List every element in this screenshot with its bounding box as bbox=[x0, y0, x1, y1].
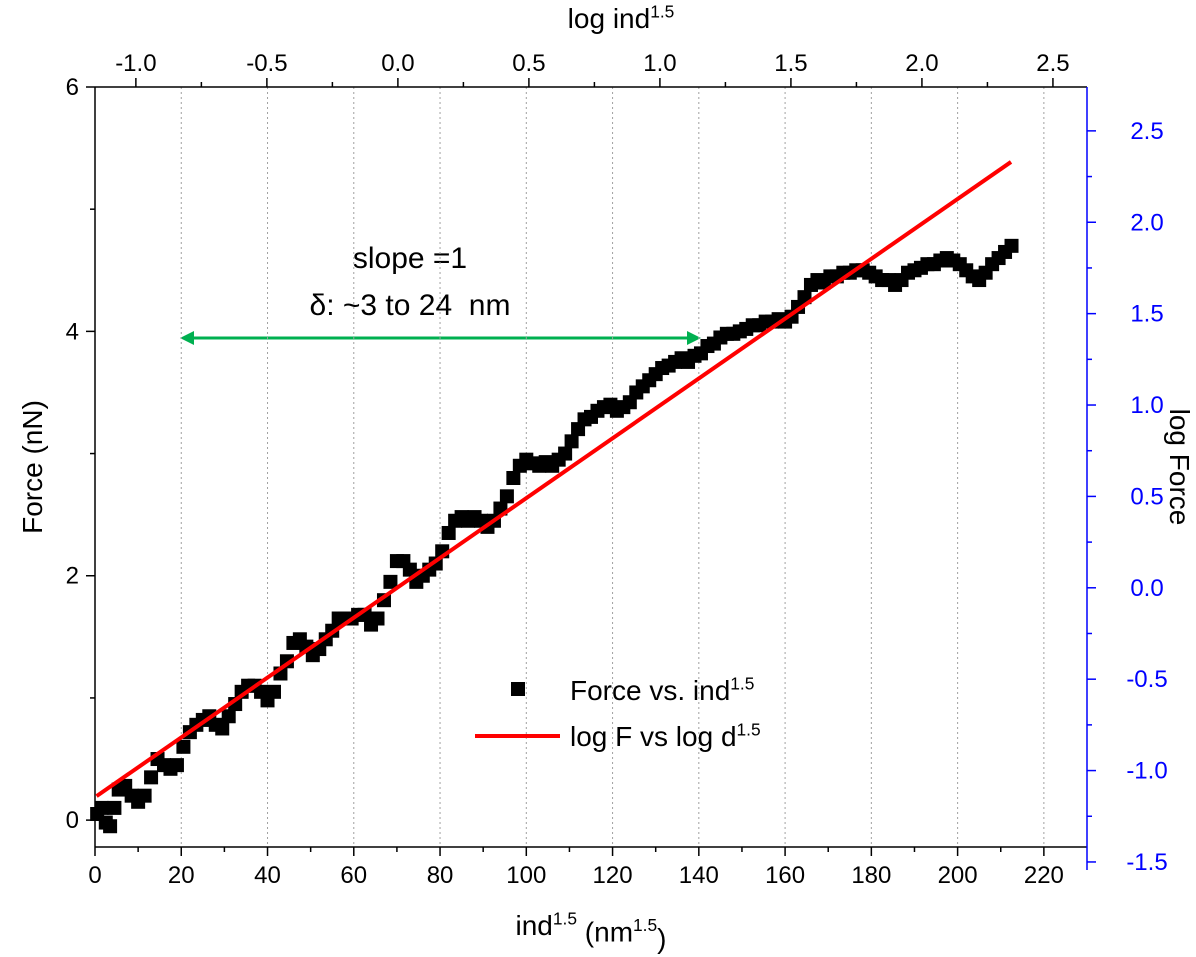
text-part: log F vs log d bbox=[570, 721, 737, 752]
fit-line bbox=[95, 160, 1013, 798]
data-point bbox=[94, 800, 109, 815]
data-point bbox=[402, 562, 417, 577]
x2-tick-label: 1.5 bbox=[774, 50, 807, 77]
y2-tick-label: -0.5 bbox=[1126, 666, 1167, 693]
data-point bbox=[103, 819, 118, 834]
x2-tick-label: 0.5 bbox=[512, 50, 545, 77]
data-point bbox=[107, 800, 122, 815]
y2-tick-label: 2.0 bbox=[1130, 209, 1163, 236]
x-tick-label: 140 bbox=[679, 862, 719, 889]
y2-tick-label: -1.0 bbox=[1126, 758, 1167, 785]
text-part: log ind bbox=[568, 3, 651, 34]
y2-tick-label: 1.0 bbox=[1130, 392, 1163, 419]
data-point bbox=[221, 709, 236, 724]
x-tick-label: 180 bbox=[851, 862, 891, 889]
text-part: (nm bbox=[577, 916, 633, 947]
legend-label: Force vs. ind1.5 bbox=[570, 674, 754, 706]
x2-tick-label: 2.5 bbox=[1036, 50, 1069, 77]
data-point bbox=[564, 434, 579, 449]
superscript: 1.5 bbox=[553, 909, 577, 929]
x2-tick-label: 1.0 bbox=[643, 50, 676, 77]
x-tick-label: 200 bbox=[938, 862, 978, 889]
x-tick-label: 40 bbox=[254, 862, 281, 889]
legend-marker bbox=[511, 682, 525, 696]
text-part: Force vs. ind bbox=[570, 675, 730, 706]
data-point bbox=[383, 574, 398, 589]
x-tick-label: 20 bbox=[168, 862, 195, 889]
legend-label: log F vs log d1.5 bbox=[570, 720, 761, 752]
arrow-head bbox=[687, 331, 701, 345]
data-point bbox=[1004, 238, 1019, 253]
data-point bbox=[169, 758, 184, 773]
x-tick-label: 60 bbox=[340, 862, 367, 889]
data-point bbox=[499, 489, 514, 504]
y-tick-label: 6 bbox=[66, 74, 79, 101]
y2-tick-label: 1.5 bbox=[1130, 301, 1163, 328]
axes: 0 20 40 60 80 100 120 140 160 180 200 220 0 2 4 6 -1.0 -0… bbox=[66, 50, 1168, 889]
x-tick-label: 80 bbox=[427, 862, 454, 889]
y-tick-label: 4 bbox=[66, 318, 79, 345]
superscript: 1.5 bbox=[737, 720, 761, 740]
y2-tick-label: -1.5 bbox=[1126, 849, 1167, 876]
x-tick-label: 160 bbox=[765, 862, 805, 889]
data-point bbox=[144, 770, 159, 785]
data-point bbox=[558, 446, 573, 461]
annotation: δ: ~3 to 24 nm bbox=[310, 289, 511, 322]
superscript: 1.5 bbox=[633, 915, 657, 935]
arrow-head bbox=[180, 331, 194, 345]
y-tick-label: 2 bbox=[66, 563, 79, 590]
x-tick-label: 0 bbox=[88, 862, 101, 889]
data-point bbox=[370, 611, 385, 626]
x-tick-label: 120 bbox=[593, 862, 633, 889]
x-tick-label: 100 bbox=[506, 862, 546, 889]
data-point bbox=[176, 739, 191, 754]
data-point bbox=[137, 788, 152, 803]
y2-tick-label: 2.5 bbox=[1130, 118, 1163, 145]
y2-tick-label: 0.5 bbox=[1130, 483, 1163, 510]
data-point bbox=[441, 525, 456, 540]
data-point bbox=[215, 721, 230, 736]
x2-tick-label: 2.0 bbox=[905, 50, 938, 77]
x-axis-title: ind1.5 (nm1.5) bbox=[516, 909, 667, 954]
text-part: ) bbox=[657, 923, 666, 954]
y-tick-label: 0 bbox=[66, 807, 79, 834]
y2-tick-label: 0.0 bbox=[1130, 575, 1163, 602]
x2-tick-label: -0.5 bbox=[246, 50, 287, 77]
x-tick-label: 220 bbox=[1024, 862, 1064, 889]
data-point bbox=[266, 684, 281, 699]
annotation: slope =1 bbox=[353, 242, 467, 275]
x2-tick-label: -1.0 bbox=[115, 50, 156, 77]
superscript: 1.5 bbox=[650, 2, 674, 22]
superscript: 1.5 bbox=[730, 674, 754, 694]
y-axis-title: Force (nN) bbox=[17, 400, 48, 534]
text-part: ind bbox=[516, 910, 553, 941]
data-point bbox=[506, 470, 521, 485]
x2-tick-label: 0.0 bbox=[381, 50, 414, 77]
x2-axis-title: log ind1.5 bbox=[568, 2, 675, 34]
y2-axis-title: log Force bbox=[1164, 409, 1195, 526]
